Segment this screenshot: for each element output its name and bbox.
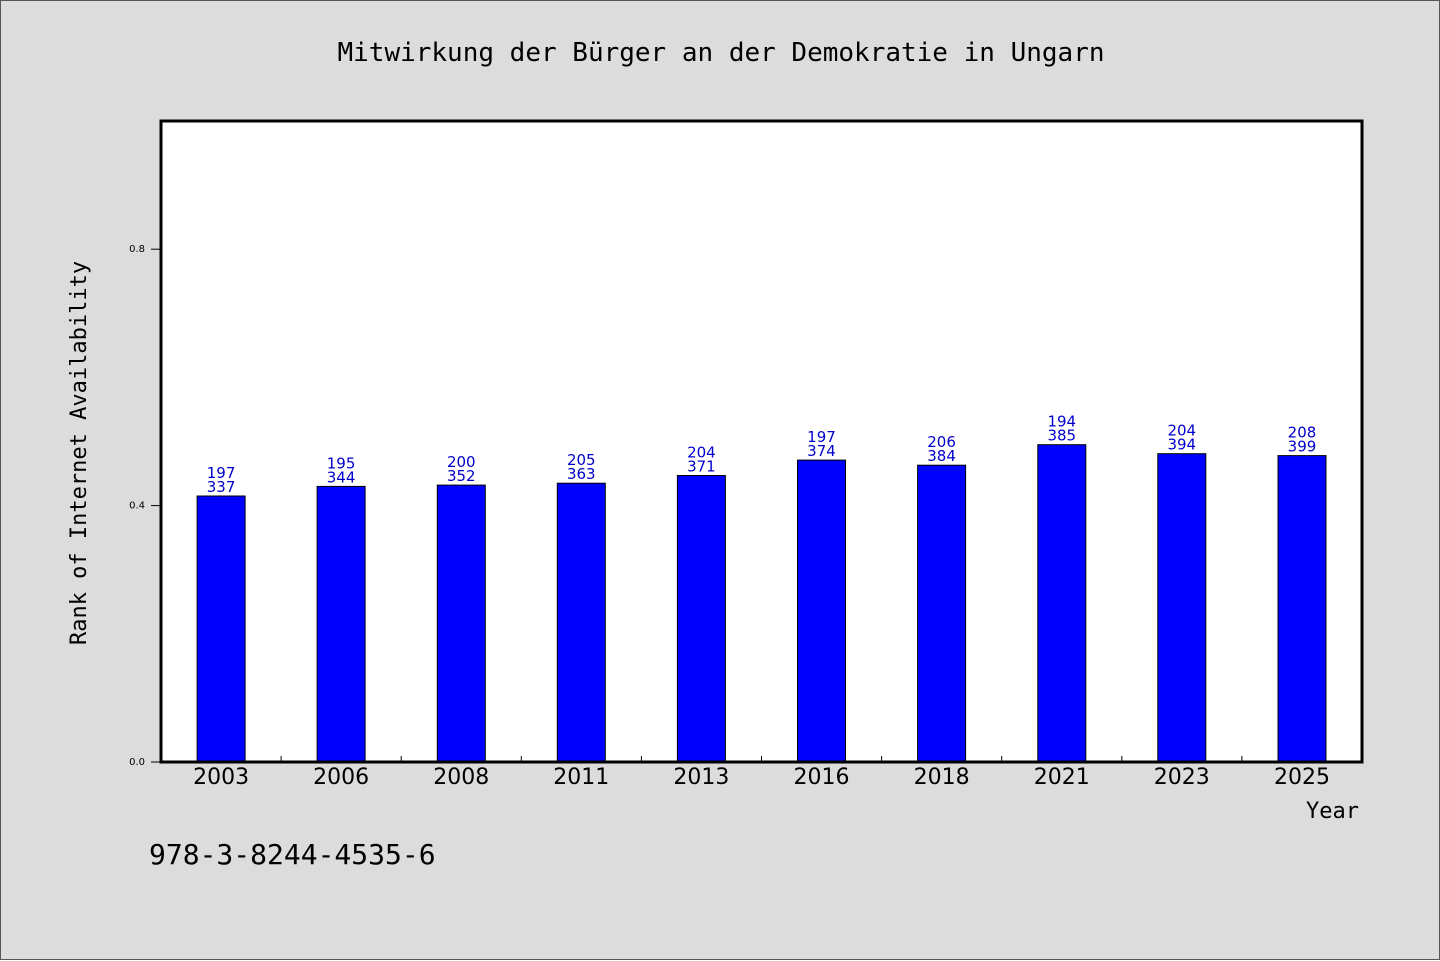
bar-2013 — [676, 475, 726, 763]
bar-value-label: 363 — [567, 465, 596, 483]
y-axis-label: Rank of Internet Availability — [67, 261, 92, 645]
bar-2018 — [917, 464, 967, 763]
bar-2011 — [556, 482, 606, 763]
x-tick-label: 2006 — [313, 765, 369, 790]
bar-value-label: 205 — [567, 451, 596, 469]
bar-value-label: 384 — [927, 447, 956, 465]
bar-value-label: 204 — [687, 444, 716, 462]
x-tick-label: 2018 — [914, 765, 970, 790]
x-tick-label: 2016 — [794, 765, 850, 790]
bar-value-label: 206 — [927, 433, 956, 451]
y-tick-label: 0.8 — [129, 244, 145, 255]
bar-2023 — [1157, 453, 1207, 763]
ticks-layer: 2003 2006 2008 2011 2013 2016 2018 2021 2023 2025… — [129, 244, 1330, 790]
bar-value-label: 394 — [1167, 436, 1196, 454]
bar-value-label: 194 — [1047, 413, 1076, 431]
bar-value-label: 337 — [207, 478, 236, 496]
x-tick-label: 2021 — [1034, 765, 1090, 790]
bar-value-label: 195 — [327, 454, 356, 472]
bar-2021 — [1037, 444, 1087, 763]
x-tick-label: 2023 — [1154, 765, 1210, 790]
y-tick-label: 0.0 — [129, 757, 145, 768]
bar-value-label: 399 — [1288, 438, 1317, 456]
x-tick-label: 2011 — [553, 765, 609, 790]
bar-2008 — [436, 484, 486, 763]
bar-2025 — [1277, 455, 1327, 763]
bar-value-label: 374 — [807, 442, 836, 460]
y-tick-label: 0.4 — [129, 501, 145, 512]
bar-2016 — [797, 459, 846, 763]
x-tick-label: 2025 — [1274, 765, 1330, 790]
bar-value-label: 344 — [327, 468, 356, 486]
bar-value-label: 385 — [1047, 427, 1076, 445]
bar-value-label: 200 — [447, 453, 476, 471]
x-tick-label: 2008 — [433, 765, 489, 790]
bar-2003 — [196, 495, 246, 763]
x-axis-label: Year — [1306, 799, 1359, 824]
bar-value-label: 204 — [1167, 422, 1196, 440]
bar-value-label: 352 — [447, 467, 476, 485]
bar-value-label: 371 — [687, 458, 716, 476]
bar-2006 — [316, 485, 366, 763]
bar-value-label: 208 — [1288, 424, 1317, 442]
isbn-footer: 978-3-8244-4535-6 — [149, 838, 436, 871]
bar-value-label: 197 — [207, 464, 236, 482]
x-tick-label: 2003 — [193, 765, 249, 790]
plot-frame — [159, 119, 1364, 764]
chart-title: Mitwirkung der Bürger an der Demokratie … — [337, 38, 1104, 68]
x-tick-label: 2013 — [673, 765, 729, 790]
bar-value-label: 197 — [807, 428, 836, 446]
